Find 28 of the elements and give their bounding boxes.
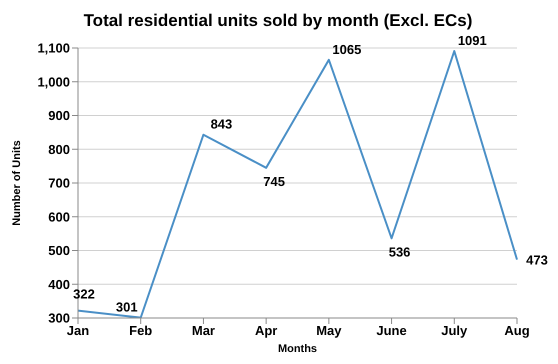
data-label: 843: [210, 116, 232, 132]
y-tick-label: 900: [48, 108, 70, 124]
x-tick-label: Aug: [504, 323, 530, 338]
x-tick-label: Mar: [192, 323, 215, 338]
data-label: 322: [73, 286, 95, 302]
chart-title: Total residential units sold by month (Excl. ECs): [82, 10, 474, 32]
data-label: 1065: [332, 42, 362, 57]
y-tick-label: 300: [48, 310, 70, 326]
y-tick-label: 400: [48, 276, 70, 292]
y-tick-label: 1,100: [37, 40, 70, 56]
y-tick-label: 700: [48, 176, 70, 191]
x-tick-label: May: [316, 323, 342, 338]
data-label: 745: [263, 174, 285, 189]
y-tick-label: 800: [48, 142, 70, 157]
data-label: 1091: [458, 33, 487, 48]
y-tick-label: 1,000: [37, 74, 70, 90]
x-axis-title: Months: [278, 343, 318, 355]
y-tick-label: 500: [48, 243, 70, 258]
x-tick-label: June: [376, 323, 407, 338]
x-tick-label: Feb: [129, 323, 152, 338]
data-label: 536: [388, 244, 410, 260]
x-tick-label: July: [441, 323, 468, 338]
data-label: 301: [116, 300, 138, 315]
x-tick-label: Apr: [254, 323, 278, 338]
data-label: 473: [526, 252, 548, 268]
y-axis-title: Number of Units: [10, 140, 23, 226]
y-tick-label: 600: [48, 209, 70, 224]
x-tick-label: Jan: [66, 323, 90, 338]
